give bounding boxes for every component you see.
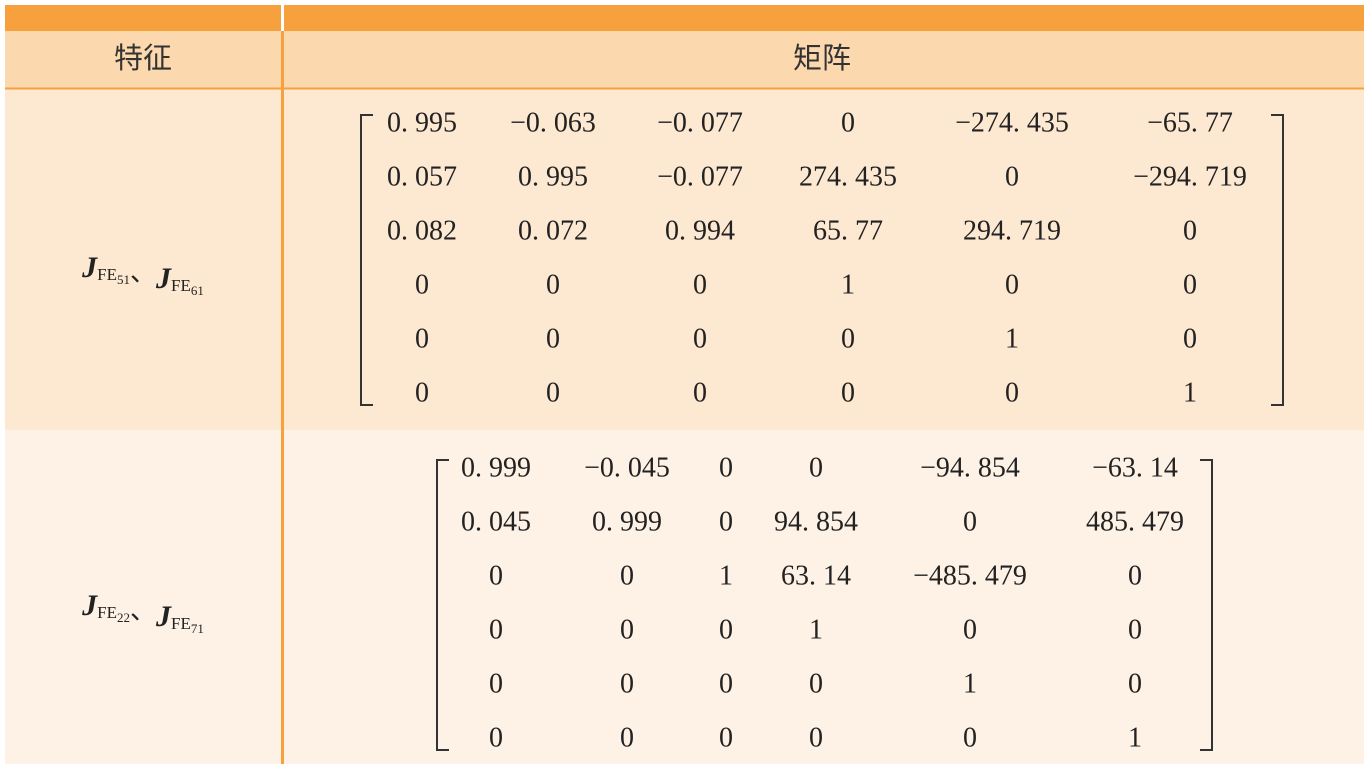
matrix-cell: 0 bbox=[809, 722, 823, 753]
header-row bbox=[5, 31, 1364, 88]
matrix-cell: 0 bbox=[1183, 269, 1197, 300]
matrix-cell: 0 bbox=[809, 452, 823, 483]
matrix-cell: 0 bbox=[620, 614, 634, 645]
matrix-cell: 1 bbox=[963, 668, 977, 699]
matrix-cell: 1 bbox=[809, 614, 823, 645]
matrix-cell: 0 bbox=[546, 269, 560, 300]
matrix-cell: 0 bbox=[546, 323, 560, 354]
top-band bbox=[5, 5, 1364, 31]
matrix-cell: 0 bbox=[1005, 269, 1019, 300]
matrix-cell: 0 bbox=[841, 107, 855, 138]
separator: 、 bbox=[130, 596, 156, 625]
subscript-index: 61 bbox=[191, 283, 204, 298]
matrix-cell: −94. 854 bbox=[920, 452, 1020, 483]
matrix-cell: 0. 072 bbox=[518, 215, 588, 246]
matrix-cell: 0 bbox=[719, 452, 733, 483]
symbol: J bbox=[155, 262, 172, 295]
subscript-index: 51 bbox=[117, 272, 130, 287]
matrix-cell: 0 bbox=[693, 269, 707, 300]
matrix-cell: 0 bbox=[489, 722, 503, 753]
matrix-cell: 1 bbox=[719, 560, 733, 591]
row-bg bbox=[5, 430, 1364, 764]
matrix-cell: 0 bbox=[841, 377, 855, 408]
feature-label: JFE51、JFE61 bbox=[81, 251, 204, 298]
matrix-cell: −63. 14 bbox=[1092, 452, 1178, 483]
subscript: FE bbox=[171, 276, 191, 295]
matrix-cell: 0. 995 bbox=[518, 161, 588, 192]
matrix-cell: 274. 435 bbox=[799, 161, 897, 192]
matrix-cell: −65. 77 bbox=[1147, 107, 1233, 138]
matrix-cell: 0 bbox=[1005, 161, 1019, 192]
matrix-cell: 1 bbox=[841, 269, 855, 300]
matrix-cell: 0 bbox=[620, 722, 634, 753]
matrix-cell: 0. 994 bbox=[665, 215, 735, 246]
matrix-cell: 94. 854 bbox=[774, 506, 858, 537]
matrix-cell: 0 bbox=[1183, 323, 1197, 354]
header-cell: 矩阵 bbox=[793, 41, 851, 75]
matrix-cell: 1 bbox=[1005, 323, 1019, 354]
separator: 、 bbox=[130, 258, 156, 287]
subscript: FE bbox=[97, 265, 117, 284]
subscript: FE bbox=[97, 603, 117, 622]
matrix-cell: 63. 14 bbox=[781, 560, 851, 591]
row-bg bbox=[5, 88, 1364, 430]
matrix-cell: 0. 999 bbox=[461, 452, 531, 483]
symbol: J bbox=[155, 600, 172, 633]
matrix-cell: 0 bbox=[415, 269, 429, 300]
subscript-index: 22 bbox=[117, 610, 130, 625]
matrix-cell: 0 bbox=[546, 377, 560, 408]
matrix-cell: −274. 435 bbox=[955, 107, 1069, 138]
matrix-cell: −0. 077 bbox=[657, 107, 743, 138]
subscript: FE bbox=[171, 614, 191, 633]
matrix-cell: 65. 77 bbox=[813, 215, 883, 246]
matrix-cell: 294. 719 bbox=[963, 215, 1061, 246]
matrix-cell: 0. 995 bbox=[387, 107, 457, 138]
matrix-cell: 0 bbox=[693, 323, 707, 354]
matrix-cell: 0 bbox=[620, 560, 634, 591]
matrix-cell: 0 bbox=[415, 323, 429, 354]
matrix-cell: 0. 045 bbox=[461, 506, 531, 537]
header-cell: 特征 bbox=[114, 41, 172, 75]
matrix-cell: 0 bbox=[719, 506, 733, 537]
matrix-cell: −0. 063 bbox=[510, 107, 596, 138]
matrix-cell: 0 bbox=[963, 722, 977, 753]
matrix-cell: 0 bbox=[719, 668, 733, 699]
matrix-cell: 0 bbox=[963, 614, 977, 645]
matrix-cell: 0 bbox=[489, 668, 503, 699]
matrix-cell: 0 bbox=[1128, 614, 1142, 645]
matrix-cell: −485. 479 bbox=[913, 560, 1027, 591]
matrix-cell: −0. 077 bbox=[657, 161, 743, 192]
symbol: J bbox=[81, 589, 98, 622]
matrix-cell: 0 bbox=[693, 377, 707, 408]
bracket-left bbox=[436, 459, 449, 751]
bracket-left bbox=[360, 114, 373, 406]
matrix-cell: 0 bbox=[841, 323, 855, 354]
matrix-cell: 0 bbox=[489, 560, 503, 591]
matrix-cell: 0 bbox=[1128, 668, 1142, 699]
matrix-cell: 0 bbox=[719, 614, 733, 645]
matrix-cell: 0 bbox=[415, 377, 429, 408]
matrix-cell: 0 bbox=[1005, 377, 1019, 408]
matrix-cell: −0. 045 bbox=[584, 452, 670, 483]
matrix-cell: 0. 082 bbox=[387, 215, 457, 246]
matrix-cell: 0 bbox=[809, 668, 823, 699]
matrix-cell: 0. 999 bbox=[592, 506, 662, 537]
matrix-cell: −294. 719 bbox=[1133, 161, 1247, 192]
matrix-cell: 0 bbox=[1183, 215, 1197, 246]
bracket-right bbox=[1200, 459, 1213, 751]
matrix-cell: 0 bbox=[719, 722, 733, 753]
feature-label: JFE22、JFE71 bbox=[81, 589, 204, 636]
matrix-cell: 1 bbox=[1128, 722, 1142, 753]
matrix-cell: 0. 057 bbox=[387, 161, 457, 192]
matrix-cell: 1 bbox=[1183, 377, 1197, 408]
subscript-index: 71 bbox=[191, 621, 204, 636]
symbol: J bbox=[81, 251, 98, 284]
bracket-right bbox=[1271, 114, 1284, 406]
matrix-cell: 0 bbox=[1128, 560, 1142, 591]
matrix-cell: 0 bbox=[489, 614, 503, 645]
matrix-cell: 485. 479 bbox=[1086, 506, 1184, 537]
matrix-cell: 0 bbox=[620, 668, 634, 699]
matrix-cell: 0 bbox=[963, 506, 977, 537]
